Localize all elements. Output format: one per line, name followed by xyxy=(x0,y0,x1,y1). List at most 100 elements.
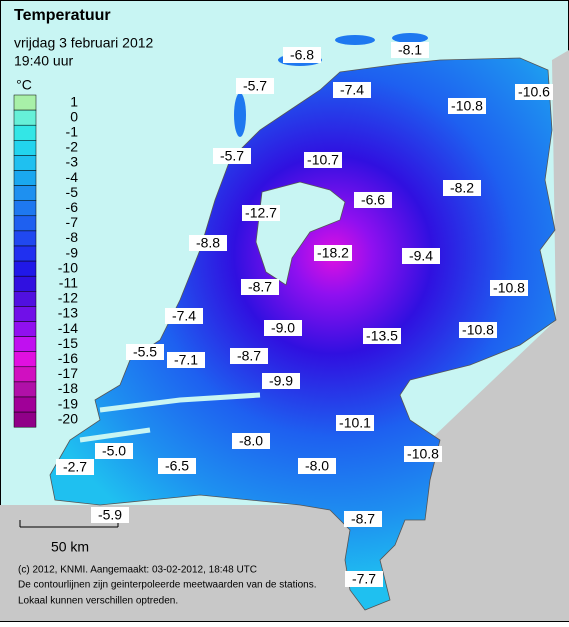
station-value: -2.7 xyxy=(63,459,87,475)
station-box xyxy=(304,152,342,168)
station-value: -8.7 xyxy=(351,511,375,527)
station-value: -13.5 xyxy=(366,328,398,344)
footer-line: (c) 2012, KNMI. Aangemaakt: 03-02-2012, … xyxy=(18,565,257,576)
station-box xyxy=(391,42,429,58)
legend-label: -16 xyxy=(58,350,78,366)
legend-swatch xyxy=(13,351,37,368)
legend-swatch xyxy=(13,200,37,217)
station-value: -10.8 xyxy=(451,98,483,114)
station-value: -8.1 xyxy=(398,42,422,58)
station-box xyxy=(262,373,300,389)
station-value: -9.0 xyxy=(271,320,295,336)
legend-label: -9 xyxy=(66,244,79,260)
legend-swatch xyxy=(13,396,37,413)
legend-label: -2 xyxy=(66,139,79,155)
station-box xyxy=(264,320,302,336)
island xyxy=(234,93,246,137)
scale-label: 50 km xyxy=(51,539,89,555)
station-box xyxy=(158,458,196,474)
station-value: -8.7 xyxy=(248,279,272,295)
station-box xyxy=(314,245,352,261)
island xyxy=(392,33,428,43)
footer-line: De contourlijnen zijn geinterpoleerde me… xyxy=(18,580,317,591)
legend-swatch xyxy=(13,306,37,322)
legend-label: -11 xyxy=(59,274,78,290)
station-value: -5.7 xyxy=(220,148,244,164)
station-value: -7.1 xyxy=(174,352,198,368)
legend-label: -5 xyxy=(66,184,79,200)
legend-label: -1 xyxy=(66,123,79,139)
title: Temperatuur xyxy=(14,7,111,24)
station-value: -5.9 xyxy=(98,507,122,523)
legend-swatch xyxy=(13,260,37,277)
legend-label: -13 xyxy=(58,305,78,321)
station-box xyxy=(167,352,205,368)
legend-label: -18 xyxy=(58,380,78,396)
station-value: -6.6 xyxy=(361,192,385,208)
station-box xyxy=(230,348,268,364)
time: 19:40 uur xyxy=(14,53,73,69)
legend-swatch xyxy=(13,185,37,201)
legend-swatch xyxy=(13,291,37,307)
station-box xyxy=(354,192,392,208)
station-value: -8.2 xyxy=(450,180,474,196)
legend-label: -14 xyxy=(58,320,78,336)
station-value: -6.5 xyxy=(165,458,189,474)
station-box xyxy=(56,459,94,475)
legend-swatch xyxy=(13,366,37,383)
island xyxy=(335,35,375,45)
station-value: -10.7 xyxy=(307,152,339,168)
legend-swatch xyxy=(13,170,37,186)
station-value: -9.4 xyxy=(409,248,433,264)
station-box xyxy=(242,205,280,221)
station-value: -10.6 xyxy=(518,84,550,100)
station-box xyxy=(189,235,227,251)
legend-swatch xyxy=(13,381,37,398)
estuary xyxy=(79,392,261,443)
legend-swatch xyxy=(13,275,37,292)
station-value: -10.8 xyxy=(462,322,494,338)
legend-swatch xyxy=(13,230,37,247)
station-box xyxy=(236,78,274,94)
station-value: -8.7 xyxy=(237,348,261,364)
station-box xyxy=(333,82,371,98)
station-value: -5.0 xyxy=(102,443,126,459)
legend-swatch xyxy=(13,321,37,337)
station-value: -10.8 xyxy=(407,446,439,462)
station-box xyxy=(515,84,553,100)
station-value: -7.4 xyxy=(172,308,196,324)
station-box xyxy=(344,511,382,527)
station-box xyxy=(345,571,383,587)
station-box xyxy=(95,443,133,459)
footer-line: Lokaal kunnen verschillen optreden. xyxy=(18,596,178,607)
station-box xyxy=(490,280,528,296)
station-value: -7.7 xyxy=(352,571,376,587)
station-box xyxy=(213,148,251,164)
legend-label: -19 xyxy=(58,395,78,411)
legend-swatch xyxy=(13,155,37,171)
station-box xyxy=(298,458,336,474)
station-box xyxy=(283,47,321,63)
legend-swatch xyxy=(13,124,37,141)
legend-swatch xyxy=(13,140,37,156)
station-box xyxy=(363,328,401,344)
legend-label: -20 xyxy=(58,410,78,426)
legend-label: 0 xyxy=(70,108,78,124)
station-box xyxy=(165,308,203,324)
station-value: -6.8 xyxy=(290,47,314,63)
legend-swatch xyxy=(13,245,37,262)
station-value: -18.2 xyxy=(317,245,349,261)
legend-swatch xyxy=(13,411,37,428)
station-box xyxy=(448,98,486,114)
legend-label: -3 xyxy=(66,154,79,170)
legend-swatch xyxy=(13,336,37,352)
station-box xyxy=(459,322,497,338)
station-value: -8.8 xyxy=(196,235,220,251)
legend-label: -15 xyxy=(58,335,78,351)
station-value: -8.0 xyxy=(239,433,263,449)
legend-label: -10 xyxy=(58,259,78,275)
station-box xyxy=(336,415,374,431)
legend-label: -12 xyxy=(58,290,78,306)
station-value: -10.8 xyxy=(493,280,525,296)
